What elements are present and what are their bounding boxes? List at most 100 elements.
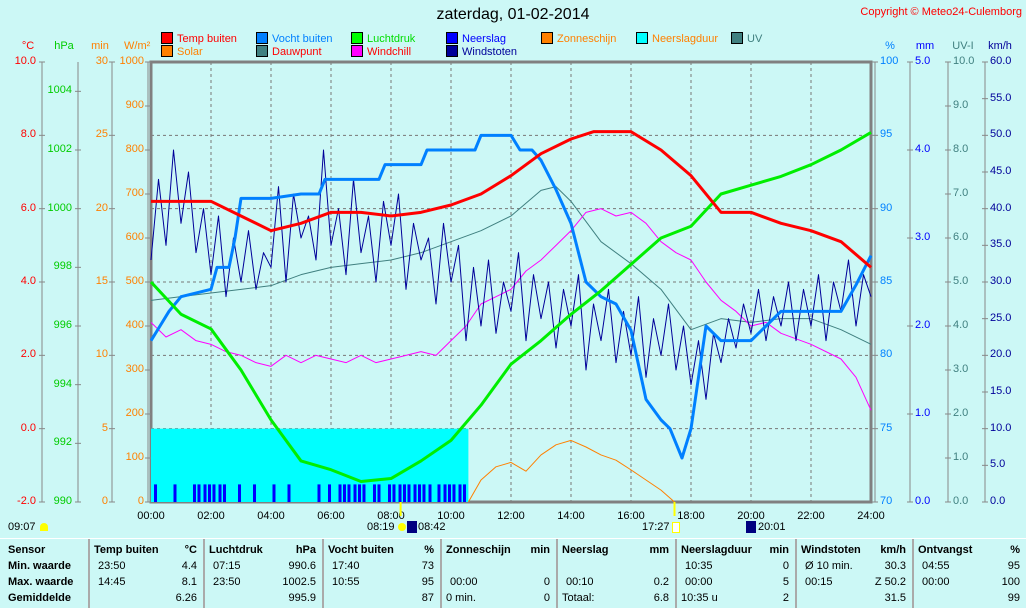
axis-tick-label: 1002 [47,143,72,155]
table-cell: 5 [782,576,789,588]
axis-tick-label: 75 [880,421,893,434]
table-cell: 31.5 [884,592,906,604]
legend-item: Dauwpunt [256,45,322,58]
axis-tick-label: 25.0 [990,311,1012,324]
series-windstoten-line [150,149,872,400]
table-cell: 10:55 [332,576,360,588]
legend-label: Windchill [367,46,412,58]
legend-label: Windstoten [462,46,518,58]
axis-tick-label: 100 [125,451,144,463]
table-cell: 100 [1001,576,1020,588]
table-cell: Temp buiten [94,544,159,556]
legend-swatch [351,32,363,44]
axis-unit-label: W/m² [124,40,151,52]
axis-tick-label: 100 [880,55,899,67]
table-cell: Gemiddelde [8,592,71,604]
axis-tick-label: 3.0 [953,363,969,375]
table-cell: 23:50 [213,576,241,588]
table-cell: Vocht buiten [328,544,394,556]
table-column-divider [912,539,914,608]
x-tick-label: 22:00 [797,510,825,522]
table-cell: 0.2 [653,576,669,588]
axis-unit-label: mm [915,40,935,52]
series-zonneschijn-line [467,439,675,503]
table-cell: 10:35 u [681,592,718,604]
table-column-divider [88,539,90,608]
legend-label: Vocht buiten [272,33,333,45]
table-cell: 95 [1007,560,1020,572]
axis-tick-label: 60.0 [990,55,1012,67]
table-cell: 00:10 [566,576,594,588]
series-neerslag-bar [428,484,432,502]
axis-tick-label: 400 [125,319,144,331]
table-cell: min [530,544,550,556]
table-cell: 30.3 [884,560,906,572]
x-tick-label: 12:00 [497,510,525,522]
table-column-divider [440,539,442,608]
x-tick-label: 16:00 [617,510,645,522]
axis-unit-label: min [91,40,109,52]
x-tick-label: 02:00 [197,510,225,522]
series-neerslag-bar [212,484,216,502]
copyright: Copyright © Meteo24-Culemborg [860,6,1022,18]
legend-item: UV [731,32,762,45]
table-cell: 995.9 [288,592,316,604]
series-neerslag-bar [343,484,346,502]
legend-swatch [731,32,743,44]
legend-swatch [256,45,268,57]
series-neerslag-bar [413,484,417,502]
table-cell: Ø 10 min. [805,560,853,572]
table-cell: 990.6 [288,560,316,572]
axis-tick-label: 3.0 [915,231,931,243]
axis-tick-label: 15 [95,275,108,287]
table-cell: 95 [421,576,434,588]
x-tick-label: 00:00 [137,510,165,522]
table-cell: °C [184,544,197,556]
table-cell: Luchtdruk [209,544,263,556]
table-cell: 00:00 [685,576,713,588]
table-cell: 00:15 [805,576,833,588]
axis-tick-label: 30.0 [990,275,1012,287]
series-neerslag-bar [443,484,447,502]
x-tick-label: 20:00 [737,510,765,522]
axis-tick-label: 8.0 [953,143,969,155]
axis-tick-label: 0.0 [20,421,36,434]
axis-tick-label: 85 [880,275,893,287]
table-cell: Min. waarde [8,560,71,572]
axis-tick-label: 5.0 [953,275,969,287]
axis-unit-label: UV-I [952,40,974,52]
legend-item: Solar [161,45,203,58]
legend-swatch [446,32,458,44]
axis-tick-label: 996 [53,319,72,331]
axis-tick-label: 1.0 [915,407,931,419]
legend-swatch [161,45,173,57]
table-column-divider [203,539,205,608]
table-cell: hPa [295,544,316,556]
table-cell: 0 [782,560,789,572]
series-neerslag-bar [317,484,321,502]
series-neerslag-bar [418,484,421,502]
series-neerslag-bar [338,484,342,502]
axis-tick-label: 30 [95,55,108,67]
axis-tick-label: 994 [53,377,72,390]
sun-icon [40,523,48,531]
x-tick-label: 04:00 [257,510,285,522]
sunrise-time: 08:19 [367,521,395,533]
axis-tick-label: 40.0 [990,201,1012,214]
series-neerslag-bar [448,484,451,502]
series-luchtdruk-line [149,131,872,483]
daylength: 09:07 [8,521,36,533]
chart-title: zaterdag, 01-02-2014 [436,6,590,23]
axis-tick-label: 5.0 [990,458,1006,471]
table-cell: % [1010,544,1020,556]
axis-tick-label: 10.0 [953,55,975,67]
legend-swatch [636,32,648,44]
axis-tick-label: 1000 [47,201,72,214]
table-column-divider [322,539,324,608]
series-neerslag-bar [398,484,402,502]
axis-tick-label: 20 [95,201,108,214]
legend-label: Luchtdruk [367,33,416,45]
moonset-icon [746,521,756,533]
legend-item: Vocht buiten [256,32,333,45]
table-cell: Ontvangst [918,544,973,556]
